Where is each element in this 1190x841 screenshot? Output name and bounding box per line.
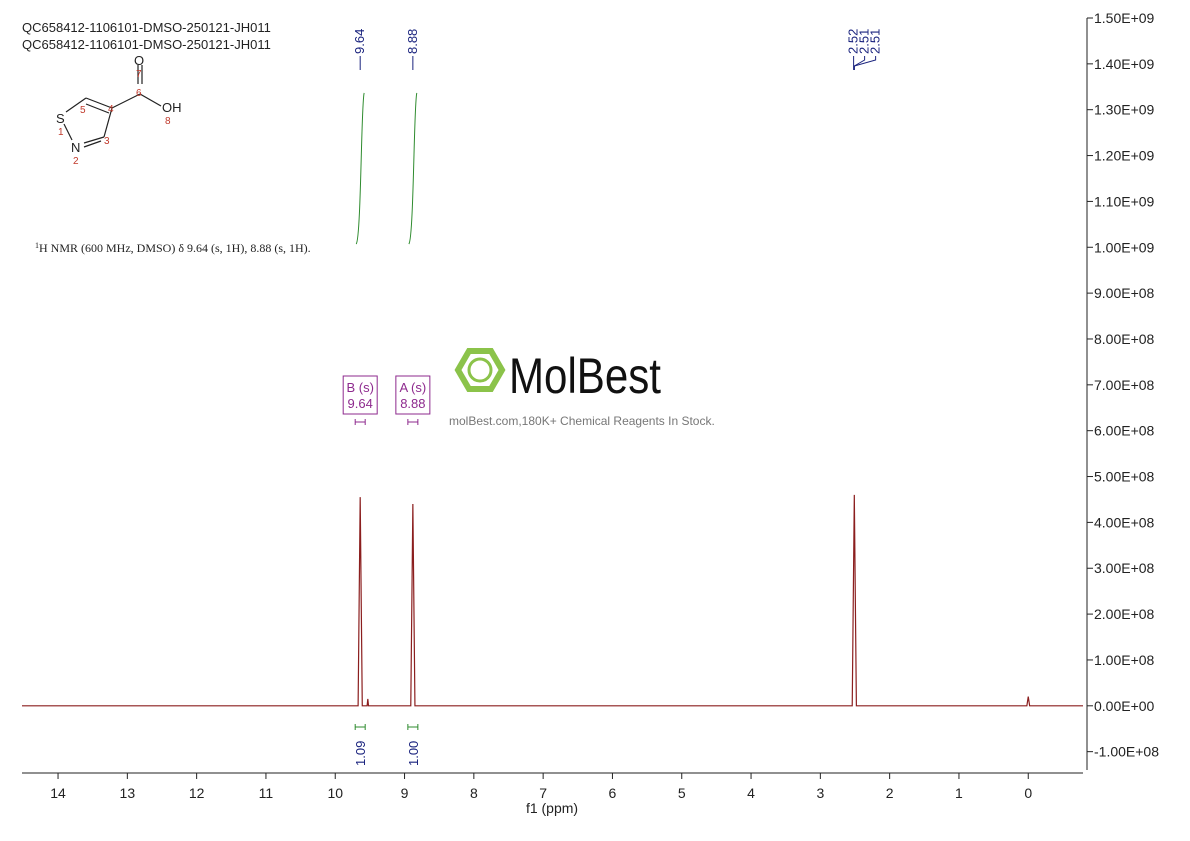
multiplet-marker xyxy=(354,419,366,425)
atom-label: N xyxy=(71,140,80,155)
peak-label: 2.52 xyxy=(846,29,861,54)
atom-number: 5 xyxy=(80,105,86,116)
y-tick-label: 4.00E+08 xyxy=(1094,514,1155,530)
logo-ring xyxy=(467,357,493,383)
y-tick-label: 9.00E+08 xyxy=(1094,285,1155,301)
x-tick-label: 5 xyxy=(678,785,686,801)
x-tick-label: 6 xyxy=(609,785,617,801)
y-tick-label: 1.30E+09 xyxy=(1094,102,1155,118)
multiplet-marker xyxy=(407,419,419,425)
y-tick-label: 3.00E+08 xyxy=(1094,560,1155,576)
bond xyxy=(83,140,102,148)
bond xyxy=(65,97,87,113)
peak-label: 2.51 xyxy=(868,29,883,54)
x-tick-label: 0 xyxy=(1024,785,1032,801)
y-tick-label: 5.00E+08 xyxy=(1094,469,1155,485)
multiplet-name: A (s) xyxy=(399,380,426,395)
x-tick-label: 2 xyxy=(886,785,894,801)
multiplet-box xyxy=(395,375,431,415)
logo xyxy=(454,348,506,392)
x-tick-label: 9 xyxy=(401,785,409,801)
watermark-brand: MolBest xyxy=(509,348,661,404)
bond xyxy=(83,136,105,144)
atom-number: 6 xyxy=(136,88,142,99)
superscript: 1 xyxy=(35,241,39,250)
y-tick-label: -1.00E+08 xyxy=(1094,744,1159,760)
x-tick-label: 11 xyxy=(259,785,274,801)
bond xyxy=(111,93,141,109)
atom-number: 8 xyxy=(165,116,171,127)
bond xyxy=(85,97,113,109)
integral-bracket xyxy=(407,724,419,730)
x-tick-label: 3 xyxy=(816,785,824,801)
peak-label: 2.51 xyxy=(857,29,872,54)
description-text: H NMR (600 MHz, DMSO) δ 9.64 (s, 1H), 8.… xyxy=(39,241,311,255)
atom-number: 3 xyxy=(104,136,110,147)
spectrum-line xyxy=(22,494,1083,707)
atom-number: 4 xyxy=(108,104,114,115)
y-tick-label: 0.00E+00 xyxy=(1094,698,1155,714)
logo-hexagon xyxy=(454,348,506,392)
peak-label-line xyxy=(853,56,877,70)
description: 1H NMR (600 MHz, DMSO) δ 9.64 (s, 1H), 8… xyxy=(35,241,311,255)
x-tick-label: 1 xyxy=(955,785,963,801)
multiplet-shift: 8.88 xyxy=(400,396,425,411)
y-tick-label: 6.00E+08 xyxy=(1094,423,1155,439)
title-line: QC658412-1106101-DMSO-250121-JH011 xyxy=(22,20,271,35)
bond xyxy=(63,123,73,141)
y-tick-label: 1.10E+09 xyxy=(1094,193,1155,209)
y-tick-label: 1.50E+09 xyxy=(1094,10,1155,26)
bond xyxy=(139,93,162,107)
peak-label: 8.88 xyxy=(405,29,420,54)
y-tick-label: 1.20E+09 xyxy=(1094,148,1155,164)
x-tick-label: 12 xyxy=(189,785,205,801)
integral-curve xyxy=(355,92,365,245)
x-tick-label: 14 xyxy=(50,785,66,801)
y-tick-label: 1.00E+09 xyxy=(1094,239,1155,255)
y-tick-label: 2.00E+08 xyxy=(1094,606,1155,622)
y-tick-label: 1.00E+08 xyxy=(1094,652,1155,668)
x-tick-label: 4 xyxy=(747,785,755,801)
y-tick-label: 8.00E+08 xyxy=(1094,331,1155,347)
bond xyxy=(85,103,110,114)
integral-curve xyxy=(408,92,418,245)
x-tick-label: 7 xyxy=(539,785,547,801)
structure xyxy=(63,65,162,148)
atom-number: 7 xyxy=(136,69,142,80)
peak-label: 9.64 xyxy=(352,29,367,54)
x-tick-label: 13 xyxy=(120,785,136,801)
x-tick-label: 10 xyxy=(327,785,343,801)
atom-number: 1 xyxy=(58,127,64,138)
multiplet-shift: 9.64 xyxy=(348,396,373,411)
watermark-tagline: molBest.com,180K+ Chemical Reagents In S… xyxy=(449,414,715,428)
peak-label-line xyxy=(853,56,866,70)
x-axis-label: f1 (ppm) xyxy=(526,800,578,816)
y-tick-label: 7.00E+08 xyxy=(1094,377,1155,393)
integral-label: 1.00 xyxy=(406,741,421,766)
atom-label: S xyxy=(56,111,65,126)
bond xyxy=(103,107,113,138)
multiplet-name: B (s) xyxy=(346,380,373,395)
integral-label: 1.09 xyxy=(353,741,368,766)
y-tick-label: 1.40E+09 xyxy=(1094,56,1155,72)
integral-bracket xyxy=(354,724,366,730)
atom-label: OH xyxy=(162,100,182,115)
multiplet-box xyxy=(342,375,378,415)
atom-label: O xyxy=(134,53,144,68)
title-line: QC658412-1106101-DMSO-250121-JH011 xyxy=(22,37,271,52)
atom-number: 2 xyxy=(73,156,79,167)
x-tick-label: 8 xyxy=(470,785,478,801)
